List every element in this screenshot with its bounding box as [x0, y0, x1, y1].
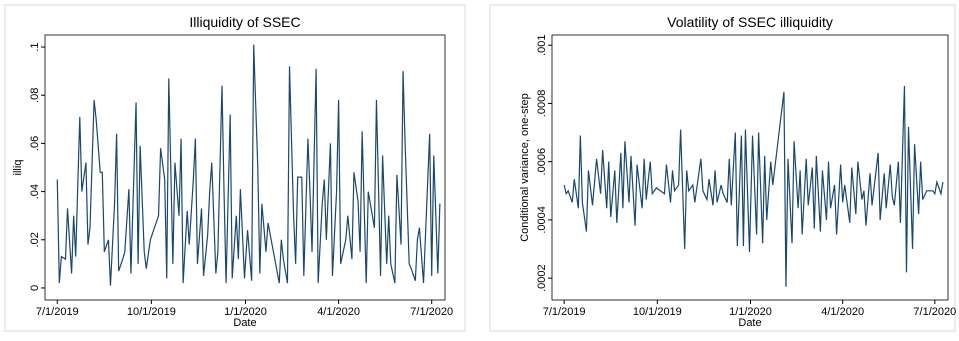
chart-panel: Illiquidity of SSEC 0 .02 .04 .06 .08 .1 7/1/20… — [4, 4, 466, 332]
y-tick-label: .0008 — [536, 90, 548, 118]
x-tick-label: 4/1/2020 — [821, 306, 864, 318]
y-tick-label: .001 — [536, 34, 548, 55]
x-tick-label: 10/1/2019 — [127, 306, 176, 318]
plot-area — [551, 34, 949, 301]
y-tick-label: .1 — [29, 42, 41, 51]
y-tick-label: .08 — [29, 88, 41, 103]
y-tick-label: .02 — [29, 232, 41, 247]
y-tick-label: .04 — [29, 184, 41, 199]
x-axis-label: Date — [738, 317, 761, 329]
x-tick-label: 4/1/2020 — [317, 306, 360, 318]
y-axis-label: Conditional variance, one-step — [519, 93, 531, 242]
x-tick-label: 7/1/2019 — [36, 306, 79, 318]
data-line — [56, 44, 441, 286]
chart-title: Volatility of SSEC illiquidity — [667, 14, 833, 30]
x-axis-label: Date — [233, 317, 256, 329]
y-tick-label: .0006 — [536, 148, 548, 176]
x-tick-label: 7/1/2019 — [543, 306, 586, 318]
x-tick-label: 1/1/2020 — [729, 306, 772, 318]
y-tick-label: .0002 — [536, 264, 548, 292]
x-tick-label: 10/1/2019 — [633, 306, 682, 318]
y-axis-label: illiq — [12, 160, 24, 176]
y-tick-label: .0004 — [536, 206, 548, 234]
plot-area — [44, 34, 446, 301]
x-tick-label: 1/1/2020 — [224, 306, 267, 318]
chart-panel: Volatility of SSEC illiquidity .0002 .0004… — [489, 4, 956, 332]
y-tick-label: 0 — [29, 285, 41, 291]
chart-title: Illiquidity of SSEC — [189, 14, 300, 30]
data-line — [563, 85, 944, 287]
y-tick-label: .06 — [29, 136, 41, 151]
x-tick-label: 7/1/2020 — [913, 306, 956, 318]
x-tick-label: 7/1/2020 — [410, 306, 453, 318]
